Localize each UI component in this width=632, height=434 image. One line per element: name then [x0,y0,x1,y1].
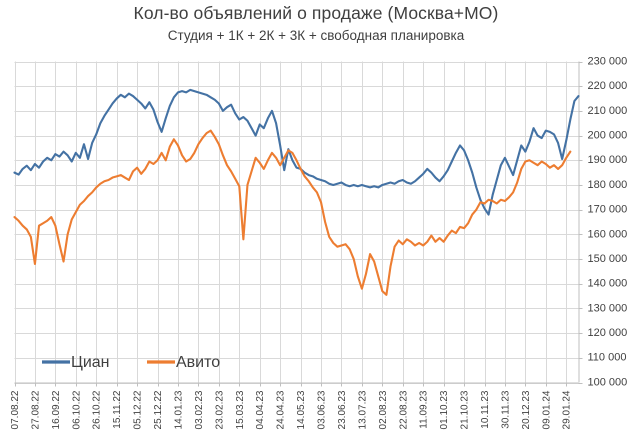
x-axis-label: 01.10.23 [439,390,450,429]
legend-label-cian: Циан [71,354,110,371]
y-axis-label: 130 000 [588,302,628,314]
x-axis-label: 15.11.22 [112,390,123,429]
axis-lines [14,61,580,384]
chart-title: Кол-во объявлений о продаже (Москва+МО) [133,3,499,23]
y-axis-label: 200 000 [588,129,628,141]
x-axis-label: 30.11.23 [500,390,511,429]
series-line-avito [13,129,572,296]
y-axis-label: 170 000 [588,204,628,216]
x-axis-label: 07.08.22 [10,390,21,429]
y-axis-label: 160 000 [588,228,628,240]
y-axis-label: 140 000 [588,278,628,290]
x-axis-label: 13.07.23 [357,390,368,429]
x-axis-label: 16.09.22 [51,390,62,429]
axis-ticks [15,62,583,387]
y-axis-label: 230 000 [588,55,628,67]
x-axis-label: 04.04.23 [255,390,266,429]
chart-subtitle: Студия + 1К + 2К + 3К + свободная планир… [167,28,465,43]
x-axis-label: 20.12.23 [521,390,532,429]
data-series-group [13,88,580,296]
x-axis-label: 03.06.23 [317,390,328,429]
x-axis-label: 03.02.23 [194,390,205,429]
x-axis-label: 14.01.23 [173,390,184,429]
x-axis-label: 21.10.23 [460,390,471,429]
x-axis-label: 27.08.22 [30,390,41,429]
x-axis-label: 14.05.23 [296,390,307,429]
y-axis-labels: 230 000 220 000 210 000 200 000 190 000 180 0… [588,55,628,388]
x-axis-label: 23.02.23 [214,390,225,429]
y-axis-label: 190 000 [588,154,628,166]
x-axis-label: 15.03.23 [235,390,246,429]
x-axis-label: 25.12.22 [153,390,164,429]
x-axis-label: 10.11.23 [480,390,491,429]
series-line-cian [13,88,580,216]
y-axis-label: 180 000 [588,179,628,191]
x-axis-label: 24.04.23 [276,390,287,429]
y-axis-label: 220 000 [588,80,628,92]
x-axis-labels: 07.08.22 27.08.22 16.09.22 06.10.22 26.10.22… [10,390,573,429]
vertical-gridlines [15,61,567,383]
legend-label-avito: Авито [176,354,220,371]
x-axis-label: 06.10.22 [71,390,82,429]
x-axis-label: 23.06.23 [337,390,348,429]
x-axis-label: 05.12.22 [133,390,144,429]
x-axis-label: 09.01.24 [541,390,552,429]
y-axis-label: 120 000 [588,327,628,339]
x-axis-label: 11.09.23 [419,390,430,429]
y-axis-label: 150 000 [588,253,628,265]
x-axis-label: 26.10.22 [92,390,103,429]
x-axis-label: 29.01.24 [562,390,573,429]
x-axis-label: 02.08.23 [378,390,389,429]
y-axis-label: 100 000 [588,376,628,388]
y-axis-label: 210 000 [588,105,628,117]
chart-legend: Циан Авито [42,354,220,371]
horizontal-gridlines [14,62,579,384]
y-axis-label: 110 000 [588,352,627,364]
x-axis-label: 22.08.23 [398,390,409,429]
